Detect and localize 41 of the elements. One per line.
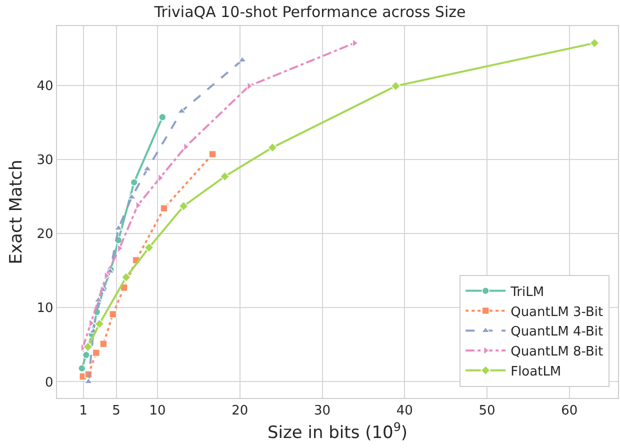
point xyxy=(144,242,154,253)
point xyxy=(246,82,253,90)
y-tick-label: 20 xyxy=(36,227,54,242)
legend-label: QuantLM 3-Bit xyxy=(510,304,604,320)
legend-label: QuantLM 8-Bit xyxy=(510,344,604,360)
point xyxy=(94,318,104,329)
legend-label: TriLM xyxy=(510,284,544,300)
x-axis-title: Size in bits (10$^{9}$) xyxy=(267,420,408,444)
point xyxy=(267,142,278,152)
x-tick-label: 30 xyxy=(314,404,331,419)
chart-title: TriviaQA 10-shot Performance across Size xyxy=(153,3,466,22)
x-tick-label: 40 xyxy=(396,404,413,419)
x-tick-label: 60 xyxy=(561,404,578,419)
x-tick-label: 20 xyxy=(232,404,248,419)
point xyxy=(121,272,132,282)
point xyxy=(78,364,86,372)
point xyxy=(178,201,189,212)
point xyxy=(158,113,166,122)
y-tick-label: 0 xyxy=(45,375,54,390)
point xyxy=(130,178,138,186)
x-tick-label: 10 xyxy=(149,404,166,419)
legend-label: QuantLM 4-Bit xyxy=(510,324,604,340)
point xyxy=(160,204,168,212)
point xyxy=(220,171,230,182)
legend-label: FloatLM xyxy=(510,364,562,380)
point xyxy=(390,81,401,91)
y-tick-label: 30 xyxy=(36,152,54,168)
point xyxy=(108,310,117,318)
point xyxy=(82,351,90,359)
point xyxy=(82,342,93,352)
point xyxy=(92,348,100,357)
point xyxy=(590,38,600,48)
y-axis-title: Exact Match xyxy=(6,160,26,264)
y-tick-label: 10 xyxy=(36,301,54,316)
x-tick-label: 1 xyxy=(79,404,88,419)
x-tick-label: 5 xyxy=(112,404,120,419)
y-tick-label: 40 xyxy=(36,78,54,94)
point xyxy=(208,150,216,158)
point xyxy=(100,340,108,348)
point xyxy=(84,378,93,384)
x-tick-label: 50 xyxy=(478,404,496,419)
